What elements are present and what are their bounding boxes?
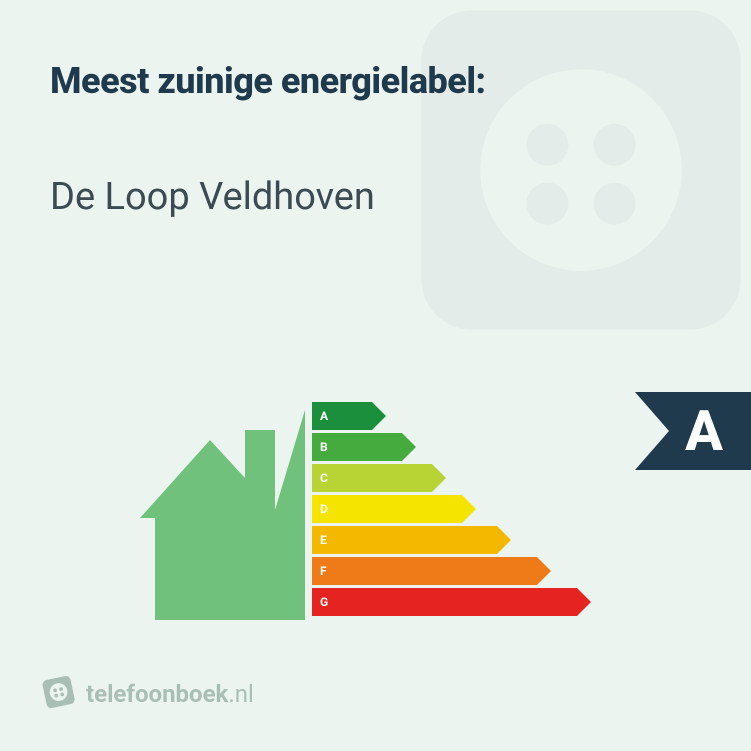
energy-bar: B	[312, 433, 591, 461]
bar-shape-icon	[312, 557, 551, 585]
bar-label: G	[320, 595, 328, 609]
footer-brand-name: telefoonboek	[86, 680, 228, 708]
energy-bar: A	[312, 402, 591, 430]
energy-chart: A B C D E F G	[140, 390, 610, 640]
rating-badge: A	[635, 392, 751, 470]
bar-label: B	[320, 440, 328, 454]
rating-letter: A	[685, 398, 723, 464]
house-icon	[140, 410, 305, 620]
energy-bar: C	[312, 464, 591, 492]
footer: telefoonboek.nl	[42, 675, 254, 713]
watermark-icon	[371, 0, 751, 384]
bar-label: E	[320, 533, 327, 547]
energy-bar: F	[312, 557, 591, 585]
footer-logo-icon	[38, 672, 79, 716]
card-title: Meest zuinige energielabel:	[50, 60, 486, 102]
bar-label: C	[320, 471, 328, 485]
card-subtitle: De Loop Veldhoven	[50, 175, 375, 219]
bar-shape-icon	[312, 588, 591, 616]
energy-bar: E	[312, 526, 591, 554]
energy-bars: A B C D E F G	[312, 402, 591, 616]
footer-brand-tld: .nl	[228, 680, 253, 708]
energy-bar: G	[312, 588, 591, 616]
energy-bar: D	[312, 495, 591, 523]
energy-label-card: Meest zuinige energielabel: De Loop Veld…	[0, 0, 751, 751]
badge-arrow-icon	[635, 392, 669, 470]
footer-brand: telefoonboek.nl	[86, 680, 254, 708]
bar-label: F	[320, 564, 327, 578]
bar-label: A	[320, 409, 328, 423]
bar-shape-icon	[312, 526, 511, 554]
bar-label: D	[320, 502, 328, 516]
bar-shape-icon	[312, 495, 476, 523]
bar-shape-icon	[312, 464, 446, 492]
